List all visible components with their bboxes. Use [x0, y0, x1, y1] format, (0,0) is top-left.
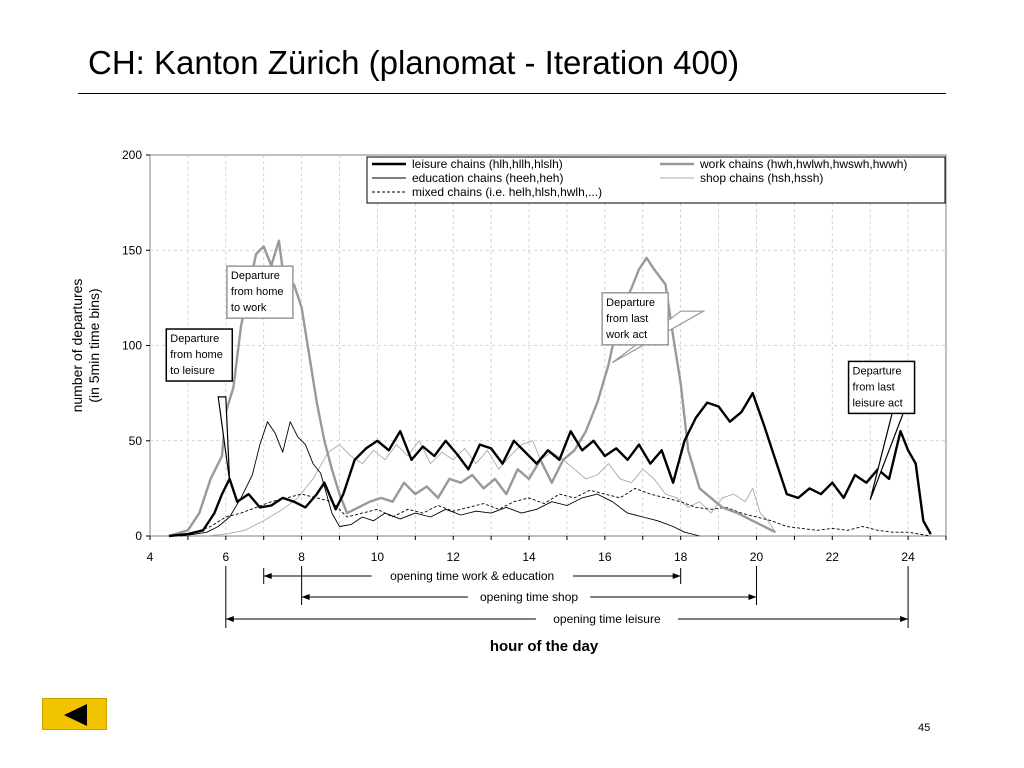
- callout-text: from home: [170, 349, 223, 361]
- legend: leisure chains (hlh,hllh,hlslh) work chai…: [366, 156, 946, 204]
- callout-text: Departure: [606, 297, 655, 309]
- x-tick-label: 24: [901, 550, 915, 564]
- callout-text: Departure: [853, 365, 902, 377]
- callout-box: [165, 328, 234, 382]
- callout-box: [847, 360, 916, 415]
- opening-range: opening time shop: [301, 589, 757, 605]
- callout: Departure from home to leisure: [165, 328, 234, 481]
- callout-text: Departure: [231, 270, 280, 282]
- y-tick-label: 200: [122, 148, 142, 162]
- opening-range: opening time work & education: [263, 568, 681, 584]
- range-label-bg: [535, 611, 678, 627]
- callout-pointer: [217, 396, 231, 481]
- x-axis-title: hour of the day: [490, 638, 599, 655]
- y-tick-label: 150: [122, 243, 142, 257]
- series-line-1: [168, 239, 776, 538]
- x-tick-label: 8: [298, 550, 305, 564]
- y-axis-title: number of departures (in 5min time bins): [69, 279, 102, 413]
- title-divider: [78, 93, 946, 94]
- y-axis-title-line: (in 5min time bins): [86, 288, 102, 402]
- range-arrow-left: [225, 616, 234, 622]
- x-tick-label: 6: [222, 550, 229, 564]
- x-tick-label: 14: [522, 550, 536, 564]
- range-arrow-right: [900, 616, 909, 622]
- x-tick-label: 18: [674, 550, 688, 564]
- legend-label: shop chains (hsh,hssh): [700, 171, 823, 185]
- callout-text: from last: [853, 381, 895, 393]
- series-line-0: [168, 391, 932, 538]
- range-label-bg: [371, 568, 573, 584]
- legend-label: mixed chains (i.e. helh,hlsh,hwlh,...): [412, 185, 602, 199]
- series-line-2: [180, 421, 700, 537]
- y-tick-label: 100: [122, 339, 142, 353]
- callout-text: work act: [605, 329, 647, 341]
- callout: Departure from last work act: [601, 292, 706, 364]
- departures-chart: 0 50 100 150 200 4 6 8 10 12 14 16 18 20 22 24 number of…: [69, 148, 947, 655]
- callout: Departure from home to work: [226, 265, 294, 319]
- x-tick-label: 20: [750, 550, 764, 564]
- legend-label: education chains (heeh,heh): [412, 171, 563, 185]
- y-tick-label: 0: [135, 529, 142, 543]
- legend-label: work chains (hwh,hwlwh,hwswh,hwwh): [699, 157, 907, 171]
- range-label-bg: [467, 589, 591, 605]
- x-tick-label: 22: [826, 550, 840, 564]
- slide-title: CH: Kanton Zürich (planomat - Iteration …: [88, 44, 740, 81]
- x-tick-label: 4: [147, 550, 154, 564]
- y-tick-label: 50: [129, 434, 143, 448]
- callout-text: leisure act: [853, 397, 903, 409]
- callout-text: from last: [606, 313, 648, 325]
- callout-box: [601, 292, 669, 346]
- series-line-3: [206, 440, 776, 537]
- range-arrow-right: [748, 594, 757, 600]
- range-label: opening time shop: [480, 590, 578, 604]
- x-tick-label: 12: [447, 550, 461, 564]
- callout-text: to leisure: [170, 365, 215, 377]
- triangle-left-icon: [64, 704, 87, 726]
- range-arrow-left: [263, 573, 272, 579]
- callout-box: [226, 265, 294, 319]
- callout: Departure from last leisure act: [847, 360, 916, 501]
- range-label: opening time work & education: [390, 569, 554, 583]
- page-number: 45: [918, 722, 931, 734]
- callout-text: from home: [231, 286, 284, 298]
- callout-text: Departure: [170, 333, 219, 345]
- x-tick-label: 10: [371, 550, 385, 564]
- y-axis-title-line: number of departures: [69, 279, 85, 413]
- range-arrow-left: [301, 594, 310, 600]
- legend-box: [366, 156, 946, 204]
- series-line-4: [180, 487, 931, 537]
- x-tick-label: 16: [598, 550, 612, 564]
- callout-text: to work: [231, 302, 267, 314]
- back-button[interactable]: [42, 698, 107, 730]
- legend-label: leisure chains (hlh,hllh,hlslh): [412, 157, 563, 171]
- range-arrow-right: [672, 573, 681, 579]
- opening-range: opening time leisure: [225, 611, 909, 627]
- range-label: opening time leisure: [553, 612, 661, 626]
